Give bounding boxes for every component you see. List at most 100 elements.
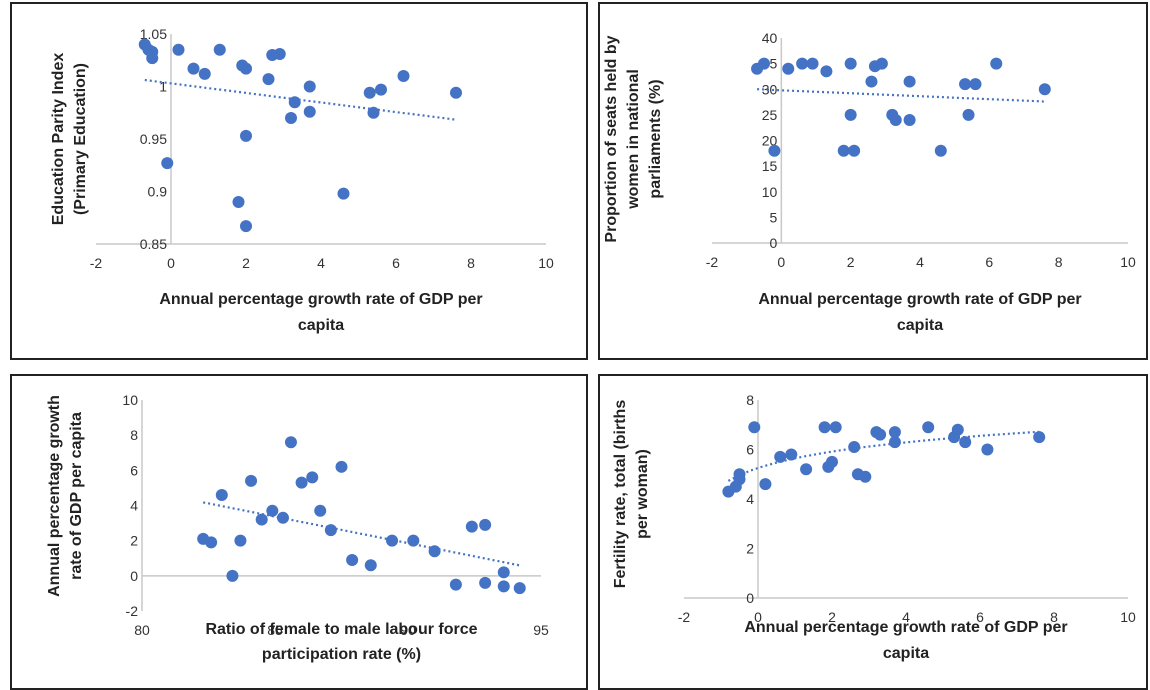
data-point xyxy=(1038,83,1051,96)
trendline xyxy=(757,88,1045,103)
data-point xyxy=(240,62,252,75)
data-point xyxy=(865,75,878,88)
x-tick-label: -2 xyxy=(678,609,691,625)
data-point xyxy=(449,578,462,591)
y-tick-label: 20 xyxy=(762,133,778,149)
data-point xyxy=(903,114,916,126)
y-tick-label: 15 xyxy=(762,158,778,174)
data-point xyxy=(172,43,185,56)
chart-panel-fertility: -2 0 2 4 6 8 10 0 2 4 6 8 Annual percentage growth r… xyxy=(598,374,1148,690)
data-point xyxy=(255,513,268,526)
data-point xyxy=(226,569,239,582)
data-point xyxy=(758,57,770,70)
data-point xyxy=(335,460,348,473)
y-tick-label: 0.95 xyxy=(140,131,167,147)
data-point xyxy=(497,580,510,593)
data-point xyxy=(959,78,972,91)
data-point xyxy=(276,511,289,524)
data-point xyxy=(314,504,327,517)
parliament-seats-scatter-chart: -202468100510152025303540Annual percenta… xyxy=(603,30,1136,334)
education-parity-scatter-chart: -2 0 2 4 6 8 10 0.85 0.9 0.95 1 1.05 Annual percenta… xyxy=(50,26,554,334)
y-axis-title: Education Parity Index xyxy=(50,53,67,226)
x-axis-title: Ratio of female to male labour force xyxy=(205,621,477,638)
y-tick-label: 1.05 xyxy=(140,26,167,42)
data-point xyxy=(889,114,902,126)
data-point xyxy=(875,57,888,70)
data-point xyxy=(295,476,308,489)
y-tick-label: 0 xyxy=(746,590,754,606)
y-tick-label: 0 xyxy=(770,235,778,251)
x-tick-label: 2 xyxy=(242,255,250,271)
y-axis-title: rate of GDP per capita xyxy=(68,412,85,580)
y-tick-label: 2 xyxy=(130,533,138,549)
data-point xyxy=(497,566,510,579)
data-point xyxy=(733,468,746,481)
data-point xyxy=(273,47,286,60)
data-point xyxy=(284,436,297,449)
x-tick-label: 80 xyxy=(134,622,150,638)
x-tick-label: 6 xyxy=(985,254,993,270)
y-tick-label: 10 xyxy=(122,392,138,408)
x-tick-label: 4 xyxy=(916,254,924,270)
labour-ratio-scatter-chart: 80 85 90 95 -2 0 2 4 6 8 10 Ratio of female to male… xyxy=(46,392,549,663)
y-tick-label: 4 xyxy=(130,498,138,514)
data-point xyxy=(826,455,838,468)
data-point xyxy=(266,504,279,517)
x-axis-title: Annual percentage growth rate of GDP per xyxy=(159,291,482,308)
y-tick-label: 4 xyxy=(746,491,754,507)
data-point xyxy=(922,421,935,434)
y-tick-label: 30 xyxy=(762,81,778,97)
x-tick-label: 8 xyxy=(1055,254,1063,270)
data-point xyxy=(479,518,492,531)
data-point xyxy=(146,52,159,65)
data-point xyxy=(969,78,982,91)
x-tick-label: 6 xyxy=(392,255,400,271)
x-tick-label: 8 xyxy=(467,255,475,271)
y-tick-label: 2 xyxy=(746,541,754,557)
data-point xyxy=(829,421,842,434)
y-tick-label: 40 xyxy=(762,30,778,46)
data-point xyxy=(848,144,861,157)
y-tick-label: 25 xyxy=(762,107,778,123)
data-point xyxy=(337,187,350,200)
data-point xyxy=(837,144,850,157)
x-tick-label: 85 xyxy=(267,622,283,638)
x-tick-label: 10 xyxy=(538,255,554,271)
data-point xyxy=(785,448,798,461)
data-point xyxy=(859,470,872,483)
data-point xyxy=(375,83,387,96)
data-point xyxy=(513,582,526,595)
data-point xyxy=(962,108,975,121)
data-point xyxy=(800,463,813,476)
data-point xyxy=(888,426,901,439)
data-point xyxy=(818,421,831,434)
y-tick-label: 0.85 xyxy=(140,236,167,252)
x-tick-label: 2 xyxy=(828,609,836,625)
y-tick-label: 0 xyxy=(130,568,138,584)
x-axis-title: Annual percentage growth rate of GDP per xyxy=(758,291,1081,308)
data-point xyxy=(959,436,972,449)
data-point xyxy=(245,474,258,487)
y-tick-label: 6 xyxy=(746,442,754,458)
data-point xyxy=(215,488,228,501)
data-point xyxy=(428,545,441,558)
x-tick-label: 95 xyxy=(533,622,549,638)
x-tick-label: 8 xyxy=(1050,609,1058,625)
data-point xyxy=(363,86,376,99)
y-axis-title: (Primary Education) xyxy=(72,63,89,215)
data-point xyxy=(240,129,252,142)
chart-panel-parliament-seats: -202468100510152025303540Annual percenta… xyxy=(598,2,1148,360)
data-point xyxy=(303,105,316,118)
data-point xyxy=(288,96,301,109)
data-point xyxy=(796,57,809,70)
data-point xyxy=(205,536,218,549)
data-point xyxy=(262,73,275,86)
data-point xyxy=(782,62,795,75)
data-point xyxy=(759,478,772,491)
data-point xyxy=(285,112,297,124)
x-tick-label: 90 xyxy=(400,622,416,638)
x-tick-label: 0 xyxy=(754,609,762,625)
x-tick-label: 4 xyxy=(317,255,325,271)
data-point xyxy=(232,196,245,208)
